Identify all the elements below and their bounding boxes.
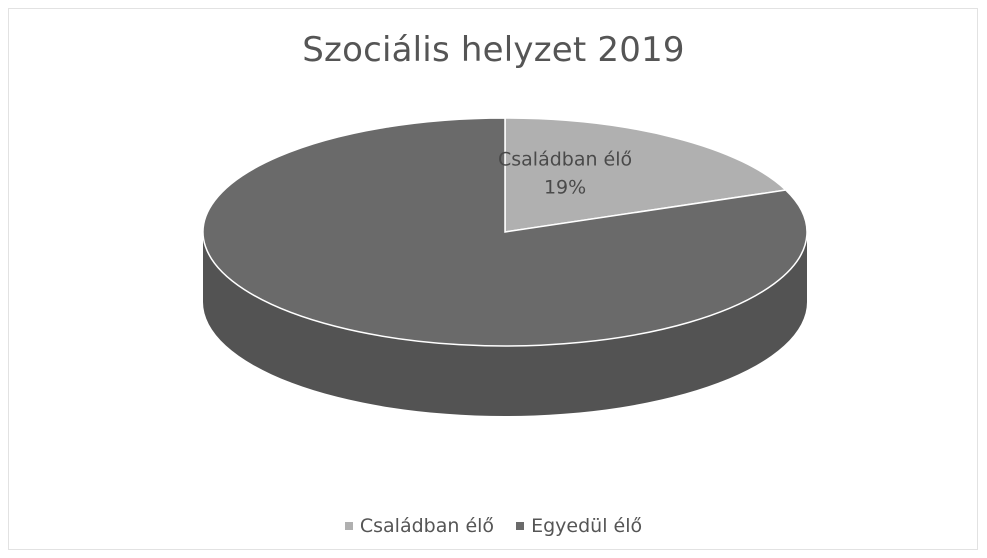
chart-legend: Családban élő Egyedül élő	[0, 513, 987, 537]
legend-item-egyedul-elo: Egyedül élő	[516, 515, 642, 537]
pie-slice-0	[504, 117, 788, 233]
legend-label-egyedul-elo: Egyedül élő	[531, 515, 643, 537]
legend-item-csaladban-elo: Családban élő	[344, 515, 495, 537]
chart-title: Szociális helyzet 2019	[302, 30, 685, 70]
legend-label-csaladban-elo: Családban élő	[359, 515, 495, 537]
legend-swatch-csaladban-elo	[344, 522, 353, 530]
legend-swatch-egyedul-elo	[516, 522, 525, 530]
pie-slice-1	[202, 117, 808, 347]
data-label-value-0: 19%	[544, 177, 586, 199]
pie-side-1	[203, 232, 807, 416]
data-label-category-0: Családban élő	[498, 149, 632, 171]
